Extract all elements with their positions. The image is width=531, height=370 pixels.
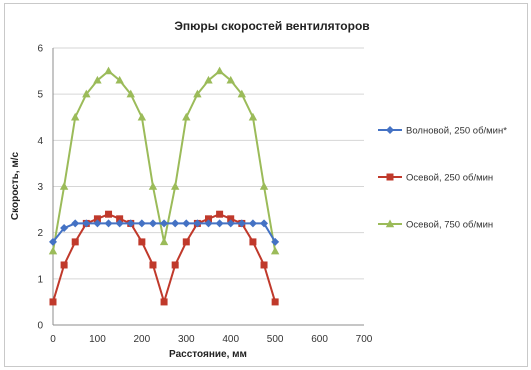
data-point — [126, 89, 135, 98]
data-point — [160, 219, 169, 228]
data-point — [93, 75, 102, 84]
data-point — [138, 238, 146, 246]
data-point — [182, 219, 191, 228]
y-tick-label: 5 — [37, 90, 43, 101]
legend-marker — [386, 173, 394, 181]
y-tick-label: 0 — [37, 321, 43, 332]
x-tick-label: 100 — [89, 334, 106, 345]
data-point — [149, 261, 157, 269]
data-point — [271, 237, 280, 246]
tick-labels: 0 1 2 3 4 5 6 0 100 200 300 400 500 600 700 — [37, 44, 372, 346]
data-point — [237, 89, 247, 98]
x-axis-label: Расстояние, мм — [169, 349, 247, 360]
data-point — [148, 219, 157, 228]
data-point — [249, 238, 257, 246]
data-point — [193, 89, 202, 98]
data-point — [60, 261, 68, 269]
series-1 — [49, 219, 280, 246]
legend-item: Осевой, 750 об/мин — [378, 219, 493, 231]
data-point — [104, 219, 113, 228]
legend-marker — [386, 126, 394, 134]
data-point — [193, 219, 202, 228]
data-point — [116, 215, 124, 223]
data-point — [205, 215, 212, 223]
data-point — [248, 219, 257, 228]
series-3 — [48, 66, 280, 255]
legend-label: Осевой, 750 об/мин — [406, 220, 493, 231]
y-tick-label: 6 — [37, 44, 43, 55]
data-point — [226, 219, 235, 228]
x-tick-label: 600 — [311, 334, 328, 345]
data-point — [49, 298, 57, 306]
data-point — [226, 75, 235, 84]
x-tick-label: 0 — [50, 334, 56, 345]
data-point — [270, 246, 280, 255]
data-point — [59, 182, 69, 190]
y-tick-label: 4 — [37, 136, 43, 147]
legend-label: Осевой, 250 об/мин — [406, 173, 493, 184]
x-tick-label: 500 — [267, 334, 284, 345]
data-point — [171, 219, 180, 228]
data-point — [215, 66, 224, 75]
x-tick-label: 300 — [178, 334, 195, 345]
data-point — [71, 219, 80, 228]
data-point — [71, 112, 80, 121]
data-point — [182, 112, 191, 121]
y-axis-label: Скорость, м/с — [10, 151, 21, 220]
data-point — [104, 66, 113, 75]
y-tick-label: 1 — [37, 274, 43, 285]
data-point — [248, 112, 258, 121]
data-point — [49, 237, 57, 246]
data-point — [71, 238, 79, 246]
data-point — [115, 75, 124, 84]
data-point — [159, 237, 169, 246]
data-point — [237, 219, 246, 228]
data-point — [271, 298, 279, 306]
data-point — [105, 210, 113, 218]
data-point — [82, 219, 91, 228]
chart-frame — [4, 3, 528, 367]
data-point — [137, 112, 147, 121]
legend-item: Волновой, 250 об/мин* — [378, 126, 507, 137]
data-point — [260, 261, 268, 269]
data-point — [148, 182, 158, 190]
x-tick-label: 200 — [134, 334, 151, 345]
grid-lines — [53, 47, 364, 280]
data-point — [82, 89, 91, 98]
data-point — [182, 238, 190, 246]
data-point — [115, 219, 124, 228]
data-point — [204, 219, 213, 228]
data-point — [60, 224, 69, 233]
data-point — [171, 261, 179, 269]
x-tick-label: 400 — [222, 334, 239, 345]
y-tick-label: 2 — [37, 228, 43, 239]
data-point — [137, 219, 146, 228]
y-tick-label: 3 — [37, 182, 43, 193]
legend: Волновой, 250 об/мин* Осевой, 250 об/мин О… — [378, 126, 507, 231]
series-group — [48, 66, 280, 306]
legend-marker — [385, 219, 395, 228]
data-point — [204, 75, 213, 84]
data-point — [260, 219, 269, 228]
data-point — [227, 215, 235, 223]
legend-label: Волновой, 250 об/мин* — [406, 126, 507, 137]
data-point — [93, 219, 102, 228]
data-point — [215, 219, 224, 228]
legend-item: Осевой, 250 об/мин — [378, 173, 493, 184]
data-point — [259, 182, 269, 190]
x-tick-label: 700 — [356, 334, 373, 345]
data-point — [160, 298, 168, 306]
data-point — [126, 219, 135, 228]
chart-title: Эпюры скоростей вентиляторов — [174, 19, 369, 33]
data-point — [93, 215, 101, 223]
data-point — [48, 246, 58, 255]
data-point — [216, 210, 224, 218]
data-point — [170, 182, 180, 190]
axes — [52, 48, 364, 326]
